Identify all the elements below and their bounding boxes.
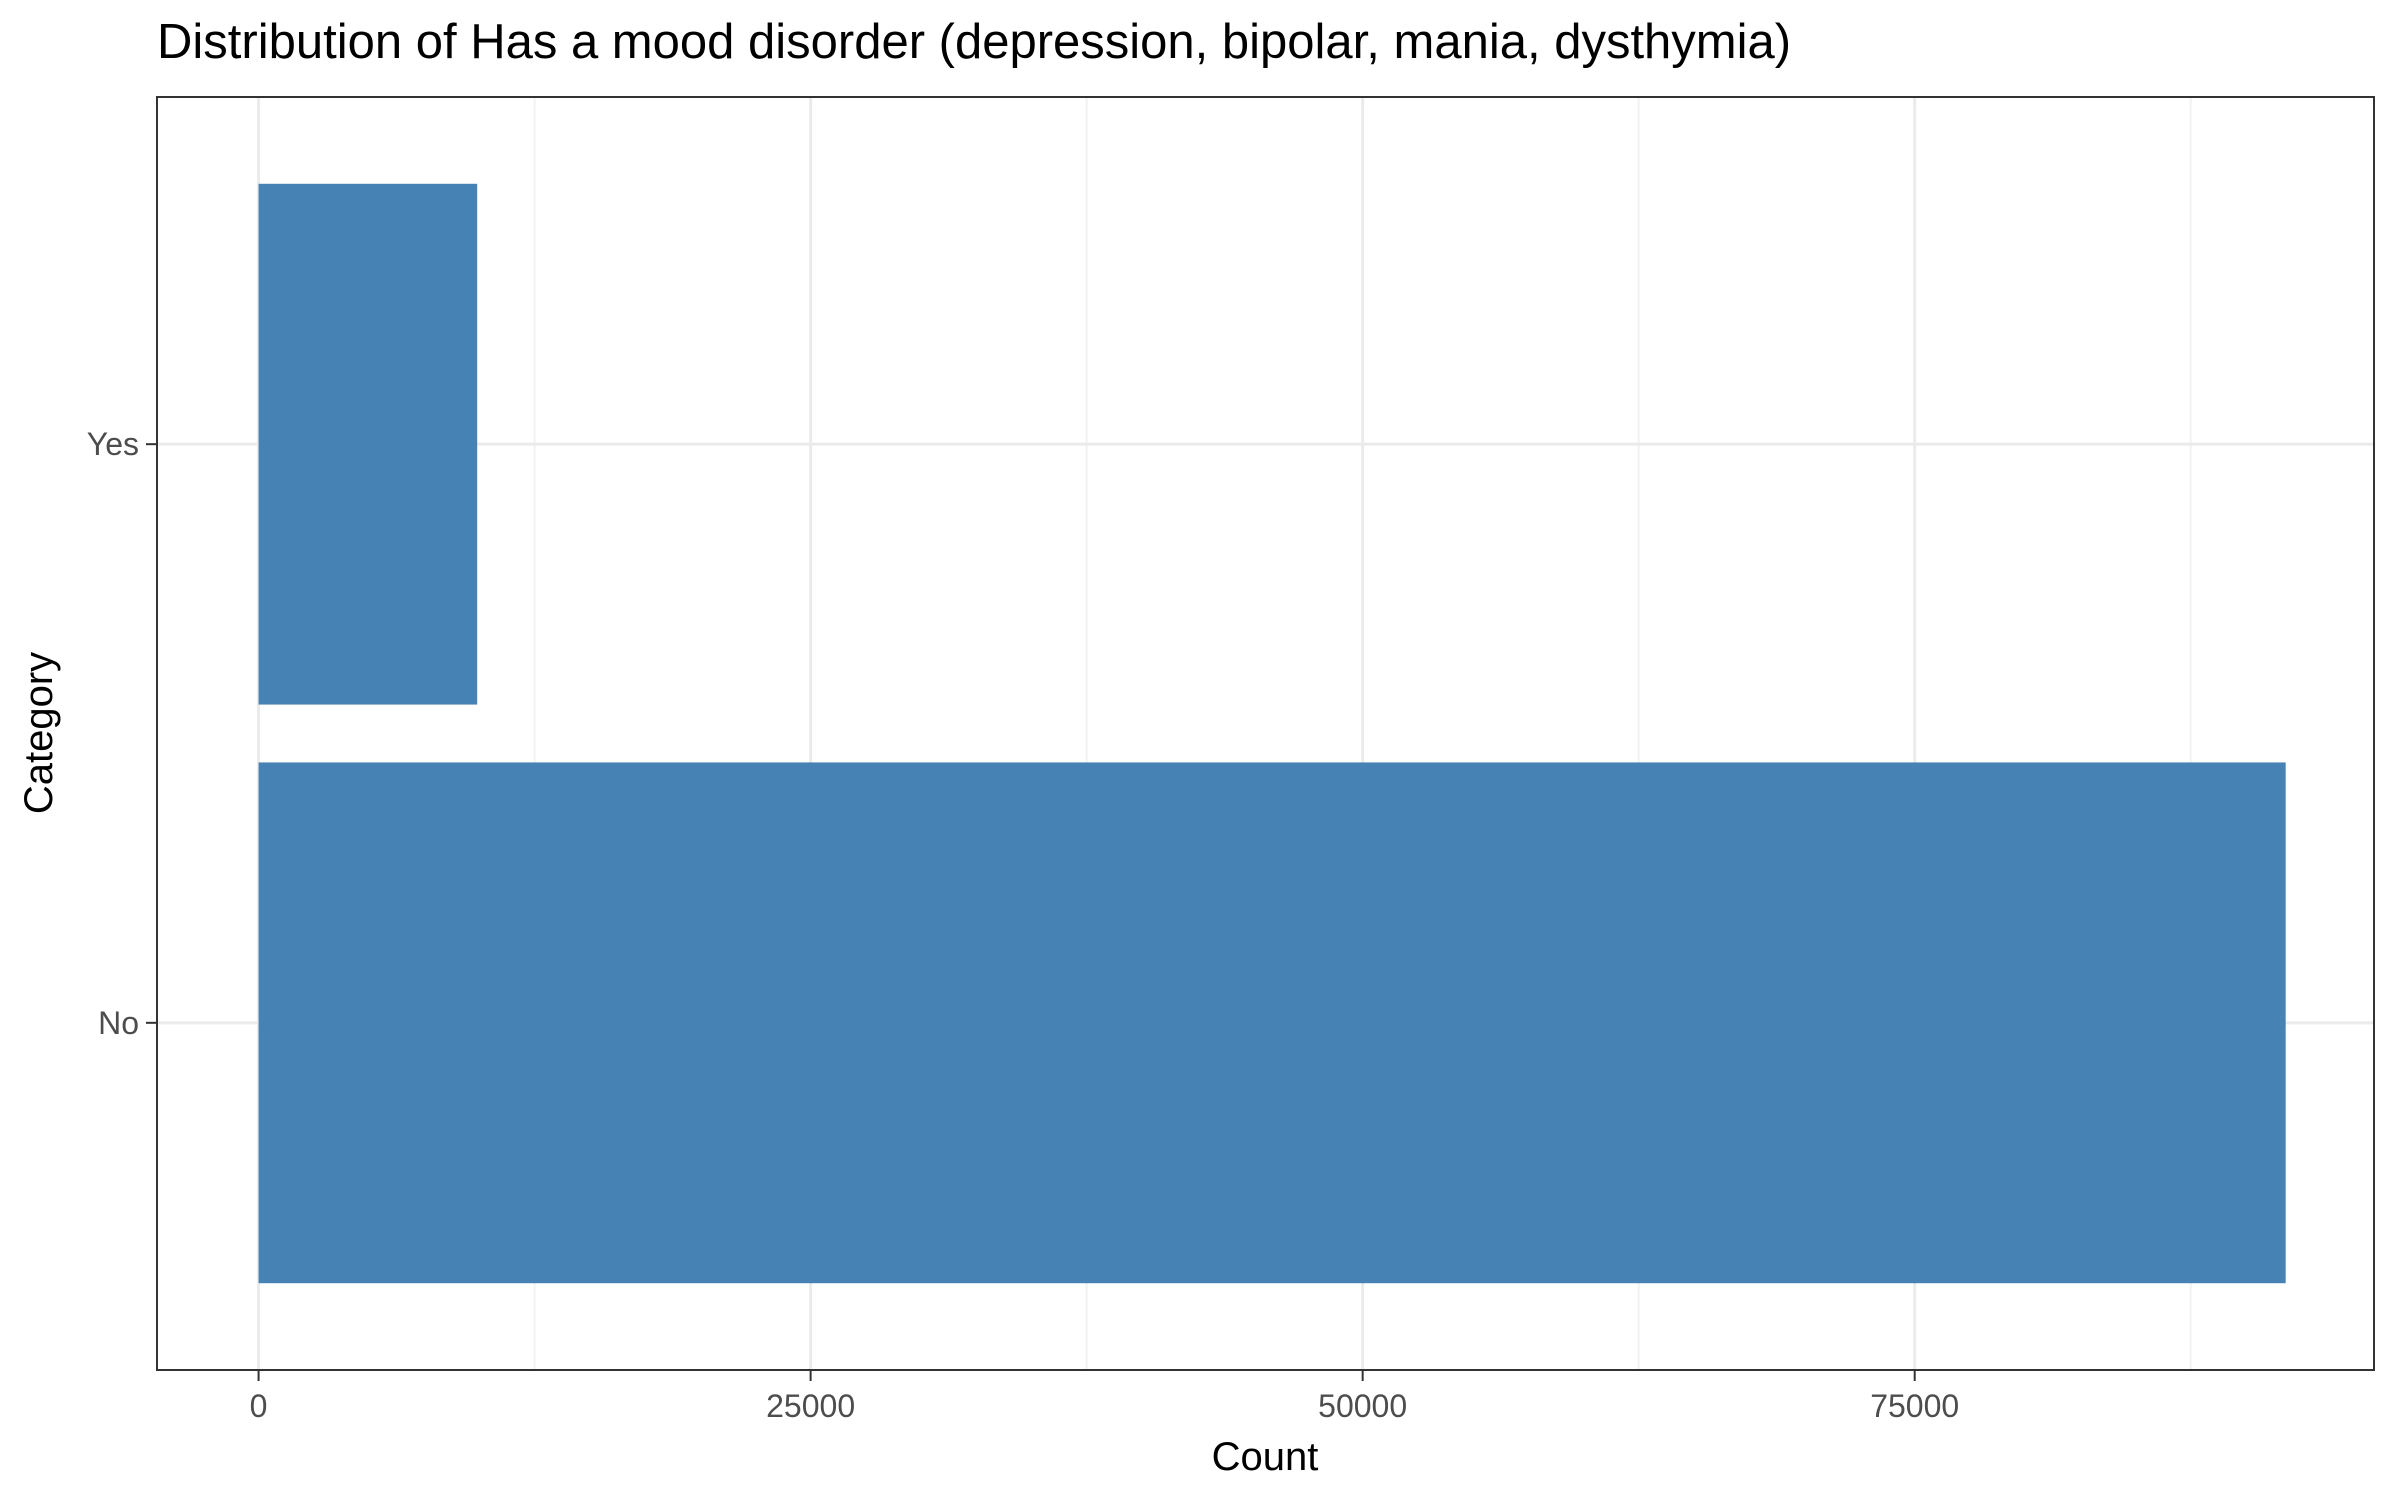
- x-axis-title: Count: [1212, 1435, 1319, 1479]
- bar-yes: [258, 183, 478, 705]
- bar-no: [258, 762, 2286, 1284]
- plot-panel: [156, 96, 2375, 1371]
- x-tick-label: 75000: [1870, 1388, 1959, 1424]
- x-tick-label: 50000: [1318, 1388, 1407, 1424]
- y-axis-title: Category: [17, 652, 61, 814]
- x-tick-label: 25000: [766, 1388, 855, 1424]
- chart-title: Distribution of Has a mood disorder (dep…: [157, 15, 1791, 69]
- panel-border: [156, 96, 2375, 1371]
- y-tick-label: No: [98, 1005, 139, 1041]
- bars: [258, 183, 2286, 1284]
- x-axis: 0 25000 50000 75000: [250, 1370, 1959, 1424]
- y-axis: No Yes: [87, 426, 157, 1041]
- y-tick-label: Yes: [87, 426, 139, 462]
- x-tick-label: 0: [250, 1388, 268, 1424]
